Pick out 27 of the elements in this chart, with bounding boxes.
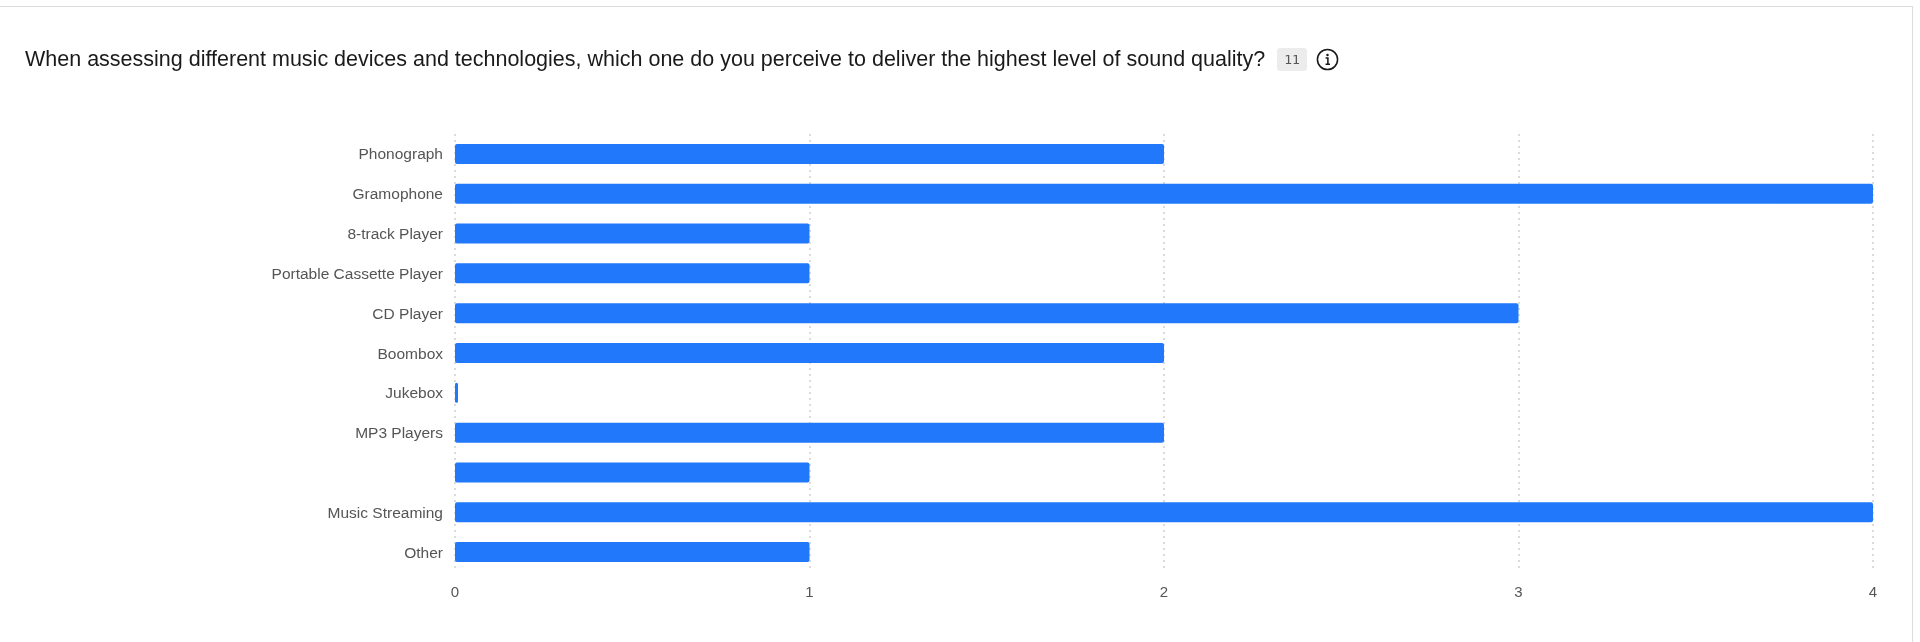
bar [455, 263, 810, 284]
y-tick-label: Portable Cassette Player [271, 264, 443, 282]
y-tick-label: Boombox [377, 344, 444, 362]
y-tick-label: Phonograph [358, 145, 443, 163]
y-tick-label: Jukebox [385, 384, 444, 402]
y-tick-label: Gramophone [352, 185, 443, 203]
bar [455, 502, 1873, 523]
bar [455, 462, 810, 483]
y-tick-label: MP3 Players [355, 424, 444, 442]
x-tick-label: 2 [1159, 583, 1169, 600]
bar [455, 303, 1519, 324]
bar [455, 422, 1164, 443]
y-tick-label: Other [404, 543, 443, 561]
y-tick-label: CD Player [372, 304, 443, 322]
x-tick-label: 1 [805, 583, 814, 600]
chart-title: When assessing different music devices and technologies, which one do you perceive to deliver the highest level of sound quality? [25, 46, 1266, 72]
x-tick-label: 3 [1514, 583, 1523, 600]
bar [455, 223, 810, 244]
bar [455, 343, 1164, 363]
bar [455, 143, 1164, 164]
x-tick-label: 0 [450, 583, 460, 600]
bar [455, 183, 1873, 204]
text: 11 [1277, 47, 1307, 71]
y-tick-label: 8-track Player [347, 225, 443, 243]
x-tick-label: 4 [1868, 583, 1878, 600]
bar [455, 542, 810, 563]
y-tick-label: Music Streaming [327, 503, 443, 521]
